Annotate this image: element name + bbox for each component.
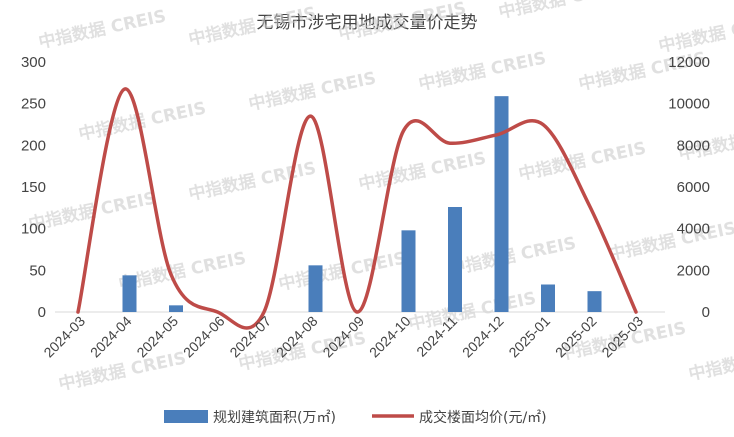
y-left-tick-label: 50 [29, 262, 46, 279]
watermark: 中指数据 CREIS [407, 287, 538, 335]
y-left-tick-label: 250 [21, 96, 46, 113]
bar [401, 230, 416, 312]
watermark: 中指数据 CREIS [497, 0, 628, 23]
y-left-tick-label: 300 [21, 54, 46, 71]
watermark: 中指数据 CREIS [607, 217, 734, 265]
watermark: 中指数据 CREIS [37, 5, 168, 53]
watermark: 中指数据 CREIS [417, 47, 548, 95]
y-right-axis: 0 2000 4000 6000 8000 10000 12000 [668, 54, 710, 321]
x-tick-label: 2024-06 [180, 313, 228, 361]
watermark: 中指数据 CREIS [447, 232, 578, 280]
bar [308, 265, 323, 312]
legend-bar-swatch [164, 410, 208, 423]
legend: 规划建筑面积(万㎡) 成交楼面均价(元/㎡) [164, 409, 547, 426]
watermark: 中指数据 CREIS [187, 157, 318, 205]
y-right-tick-label: 0 [702, 304, 710, 321]
watermark: 中指数据 CREIS [517, 137, 648, 185]
y-right-tick-label: 4000 [677, 221, 710, 238]
watermark: 中指数据 CREIS [187, 2, 318, 50]
x-tick-label: 2025-01 [505, 313, 553, 361]
watermark: 中指数据 CREIS [687, 337, 734, 385]
bar [169, 305, 183, 312]
y-right-tick-label: 10000 [668, 96, 710, 113]
y-left-axis: 0 50 100 150 200 250 300 [21, 54, 46, 321]
y-right-tick-label: 12000 [668, 54, 710, 71]
y-left-tick-label: 150 [21, 179, 46, 196]
x-tick-label: 2024-10 [366, 313, 414, 361]
watermark: 中指数据 CREIS [337, 0, 468, 45]
y-left-tick-label: 100 [21, 221, 46, 238]
legend-bar-label: 规划建筑面积(万㎡) [213, 410, 336, 426]
y-right-tick-label: 6000 [677, 179, 710, 196]
line-series [76, 87, 638, 330]
bar [494, 96, 509, 313]
bar [541, 284, 555, 312]
y-left-tick-label: 200 [21, 137, 46, 154]
x-tick-label: 2024-03 [40, 313, 88, 361]
bar [587, 291, 602, 312]
y-right-tick-label: 2000 [677, 262, 710, 279]
watermark: 中指数据 CREIS [357, 147, 488, 195]
bar-series [122, 96, 602, 313]
bar [448, 207, 462, 312]
legend-line-label: 成交楼面均价(元/㎡) [419, 409, 547, 426]
chart-title: 无锡市涉宅用地成交量价走势 [256, 13, 478, 33]
watermark: 中指数据 CREIS [57, 347, 188, 395]
x-tick-label: 2024-04 [87, 313, 135, 361]
x-axis: 2024-032024-042024-052024-062024-072024-… [40, 313, 646, 361]
bar [122, 275, 137, 312]
watermark: 中指数据 CREIS [247, 67, 378, 115]
y-left-tick-label: 0 [38, 304, 46, 321]
y-right-tick-label: 8000 [677, 137, 710, 154]
